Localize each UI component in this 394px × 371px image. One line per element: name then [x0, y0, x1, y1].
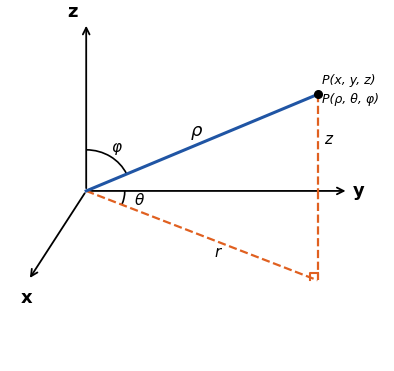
Text: y: y [353, 182, 365, 200]
Text: z: z [67, 3, 78, 21]
Text: φ: φ [112, 140, 122, 155]
Text: P(x, y, z): P(x, y, z) [322, 73, 375, 86]
Text: P(ρ, θ, φ): P(ρ, θ, φ) [322, 93, 379, 106]
Text: z: z [324, 132, 332, 147]
Text: r: r [214, 244, 220, 260]
Text: x: x [20, 289, 32, 307]
Text: θ: θ [134, 193, 144, 208]
Text: ρ: ρ [191, 122, 202, 140]
